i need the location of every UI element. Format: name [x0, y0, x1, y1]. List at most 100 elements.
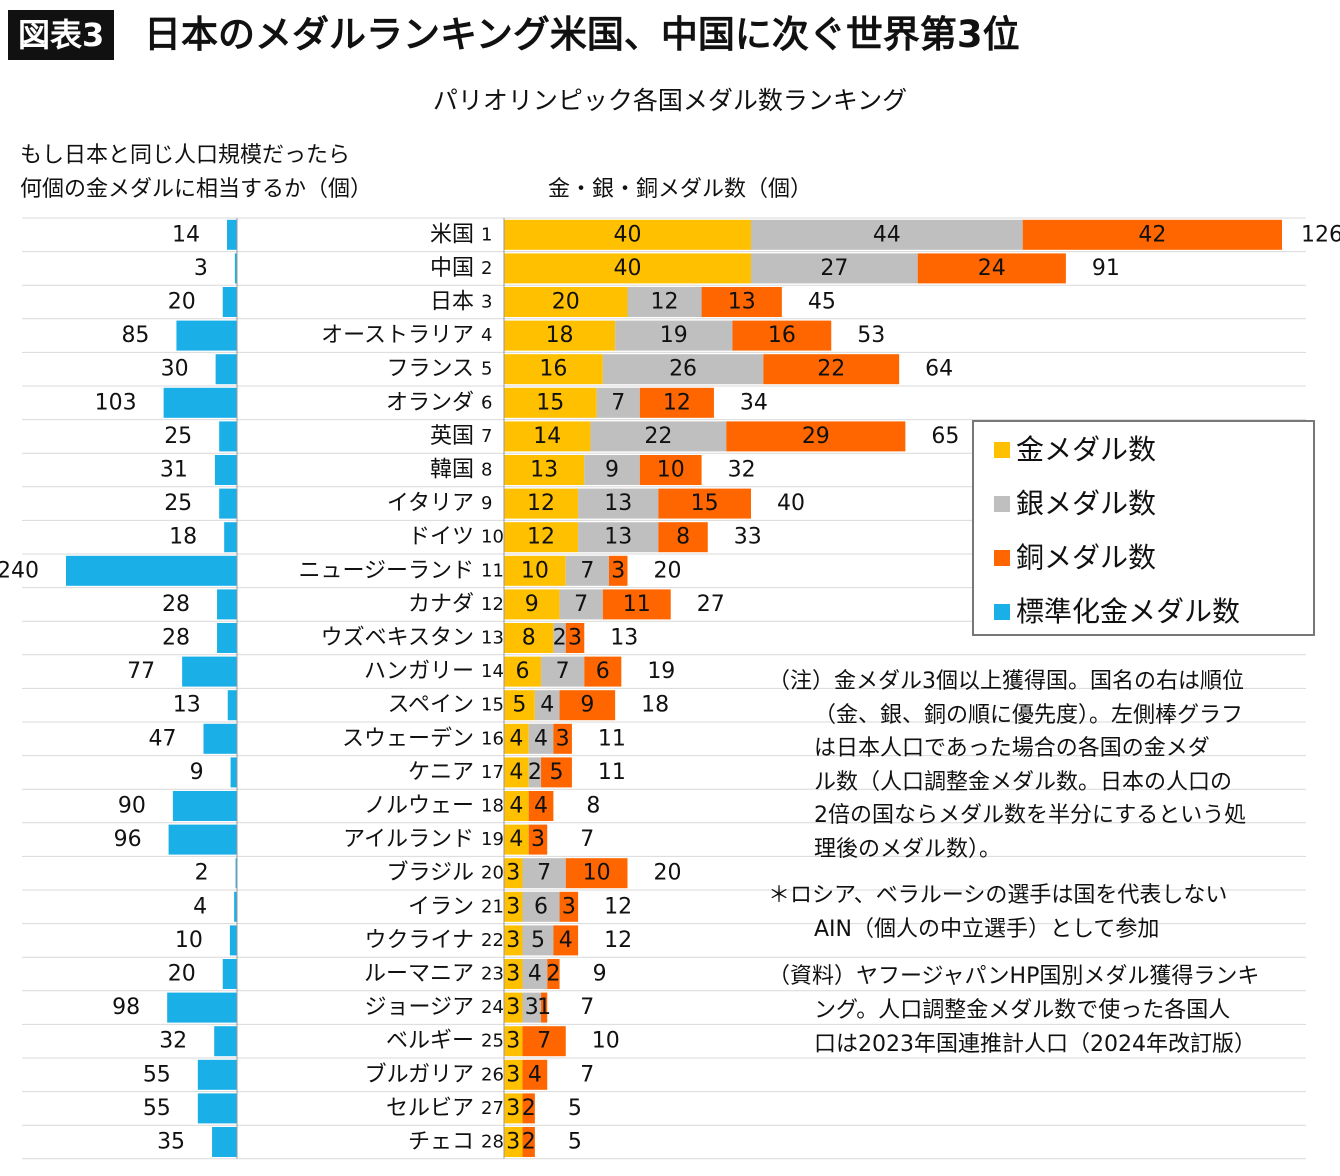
gold-bar [504, 287, 628, 317]
total-label: 5 [568, 1096, 582, 1121]
gold-bar [504, 1059, 523, 1090]
rank-label: 7 [481, 426, 492, 447]
note-line-5: 2倍の国ならメダル数を半分にするという処 [814, 803, 1247, 828]
country-label: ウズベキスタン [321, 626, 474, 651]
total-label: 53 [857, 323, 885, 348]
country-label: 韓国 [430, 458, 474, 483]
rank-label: 10 [481, 527, 504, 548]
silver-value-label: 2 [553, 626, 567, 651]
gold-bar [504, 589, 560, 620]
legend-item-silver: 銀メダル数 [994, 484, 1156, 524]
gold-value-label: 20 [552, 290, 580, 315]
bronze-bar [658, 488, 751, 519]
bronze-bar [608, 555, 628, 586]
gold-bar [504, 455, 585, 485]
gold-value-label: 12 [527, 491, 555, 516]
rank-label: 3 [481, 292, 492, 313]
silver-value-label: 5 [531, 928, 545, 953]
normalized-gold-bar [215, 354, 237, 385]
silver-bar [615, 320, 733, 351]
rank-label: 13 [481, 628, 504, 649]
rank-label: 5 [481, 359, 492, 380]
bronze-value-label: 1 [537, 995, 551, 1020]
bronze-value-label: 9 [580, 693, 594, 718]
normalized-gold-label: 18 [169, 525, 197, 550]
silver-value-label: 26 [669, 357, 697, 382]
total-label: 91 [1092, 256, 1120, 281]
bronze-bar [541, 757, 572, 788]
country-label: 日本 [430, 290, 474, 315]
silver-bar [522, 959, 548, 989]
left-chart-caption-line2: 何個の金メダルに相当するか（個） [20, 177, 373, 202]
total-label: 27 [697, 592, 725, 617]
normalized-gold-bar [229, 925, 237, 956]
rank-label: 15 [481, 695, 504, 716]
bronze-value-label: 12 [663, 390, 691, 415]
rank-label: 8 [481, 460, 492, 481]
bronze-bar [565, 858, 628, 889]
bronze-bar [559, 690, 616, 721]
country-label: スウェーデン [342, 726, 474, 751]
normalized-gold-bar [217, 589, 237, 620]
normalized-gold-label: 28 [162, 626, 190, 651]
gold-value-label: 3 [506, 1096, 520, 1121]
normalized-gold-label: 20 [168, 962, 196, 987]
rank-label: 11 [481, 560, 504, 581]
rank-label: 28 [481, 1132, 504, 1153]
gold-bar [504, 421, 591, 452]
gold-bar [504, 623, 554, 653]
page-title: 日本のメダルランキング米国、中国に次ぐ世界第3位 [144, 13, 1020, 56]
gold-bar [504, 723, 529, 754]
normalized-gold-bar [197, 1093, 237, 1124]
gold-value-label: 40 [613, 256, 641, 281]
country-label: イタリア [387, 491, 474, 516]
normalized-gold-bar [167, 992, 237, 1023]
silver-bar [541, 656, 585, 687]
legend-swatch-normalized [994, 604, 1010, 620]
normalized-gold-label: 20 [168, 290, 196, 315]
country-label: ルーマニア [364, 962, 474, 987]
silver-bar [578, 488, 659, 519]
rank-label: 25 [481, 1031, 504, 1052]
country-label: セルビア [386, 1096, 474, 1121]
bronze-bar [547, 959, 560, 989]
bronze-bar [584, 656, 622, 687]
bronze-bar [639, 387, 714, 418]
silver-bar [627, 287, 702, 317]
rank-label: 6 [481, 392, 492, 413]
bronze-value-label: 4 [528, 1062, 542, 1087]
gold-value-label: 40 [613, 222, 641, 247]
gold-value-label: 8 [522, 626, 536, 651]
right-chart-caption: 金・銀・銅メダル数（個） [548, 177, 813, 202]
bronze-value-label: 10 [657, 458, 685, 483]
bronze-value-label: 29 [802, 424, 830, 449]
gold-bar [504, 992, 523, 1023]
normalized-gold-bar [219, 421, 237, 452]
gold-value-label: 3 [506, 1130, 520, 1155]
silver-value-label: 9 [605, 458, 619, 483]
bronze-bar [559, 891, 579, 922]
silver-value-label: 44 [873, 222, 901, 247]
total-label: 8 [586, 794, 600, 819]
silver-bar [750, 219, 1023, 250]
bronze-bar [522, 1026, 566, 1057]
gold-value-label: 4 [509, 760, 523, 785]
silver-value-label: 7 [611, 390, 625, 415]
normalized-gold-bar [197, 1059, 237, 1090]
bronze-value-label: 2 [522, 1130, 536, 1155]
total-label: 65 [931, 424, 959, 449]
normalized-gold-bar [234, 891, 237, 922]
bronze-value-label: 11 [623, 592, 651, 617]
legend-swatch-silver [994, 496, 1010, 512]
country-label: イラン [408, 894, 474, 919]
bronze-value-label: 7 [537, 1029, 551, 1054]
normalized-gold-bar [66, 555, 237, 586]
gold-value-label: 9 [525, 592, 539, 617]
silver-bar [522, 891, 560, 922]
normalized-gold-label: 9 [190, 760, 204, 785]
total-label: 7 [580, 1062, 594, 1087]
silver-bar [596, 387, 640, 418]
normalized-gold-bar [227, 219, 237, 250]
gold-value-label: 13 [530, 458, 558, 483]
total-label: 7 [580, 827, 594, 852]
